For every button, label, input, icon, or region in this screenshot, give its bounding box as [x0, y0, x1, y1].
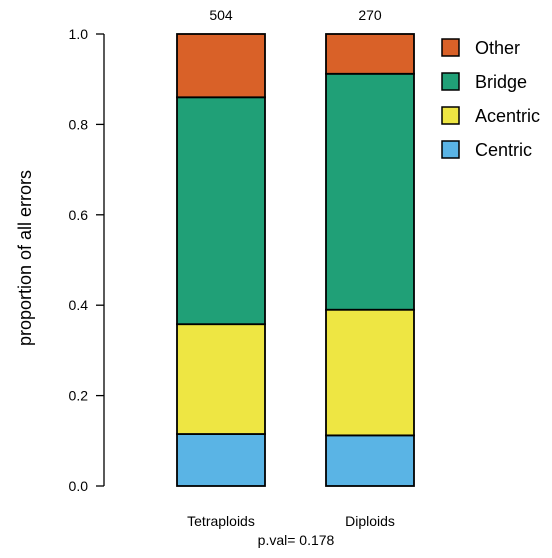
- count-label-tetraploids: 504: [209, 7, 233, 23]
- legend-label-acentric: Acentric: [475, 106, 540, 126]
- bar-segment-centric-tetraploids: [176, 433, 266, 487]
- bar-segment-bridge-diploids: [325, 72, 415, 311]
- legend-swatch-acentric: [441, 106, 460, 125]
- y-axis-label: proportion of all errors: [15, 170, 35, 346]
- y-tick-label: 0.0: [69, 478, 89, 494]
- category-label-tetraploids: Tetraploids: [187, 513, 255, 529]
- legend-swatch-bridge: [441, 72, 460, 91]
- bar-segment-bridge-tetraploids: [176, 96, 266, 326]
- y-tick-label: 0.4: [69, 297, 89, 313]
- category-labels: 504 Tetraploids 270 Diploids: [187, 7, 395, 529]
- y-tick-label: 0.6: [69, 207, 89, 223]
- bar-segment-acentric-tetraploids: [176, 323, 266, 435]
- y-axis: 0.0 0.2 0.4 0.6 0.8 1.0: [69, 26, 105, 494]
- bar-segment-centric-diploids: [325, 434, 415, 487]
- category-label-diploids: Diploids: [345, 513, 395, 529]
- legend-swatch-other: [441, 38, 460, 57]
- y-tick-label: 0.2: [69, 388, 89, 404]
- legend-label-centric: Centric: [475, 140, 532, 160]
- bar-segment-other-diploids: [325, 33, 415, 75]
- legend-label-bridge: Bridge: [475, 72, 527, 92]
- p-value-note: p.val= 0.178: [258, 532, 335, 548]
- y-tick-label: 1.0: [69, 26, 89, 42]
- legend-label-other: Other: [475, 38, 520, 58]
- bar-segment-other-tetraploids: [176, 33, 266, 99]
- legend-swatch-centric: [441, 140, 460, 159]
- legend: Other Bridge Acentric Centric: [441, 38, 540, 160]
- bar-segment-acentric-diploids: [325, 308, 415, 437]
- y-tick-label: 0.8: [69, 116, 89, 132]
- bars: [176, 33, 415, 487]
- count-label-diploids: 270: [358, 7, 382, 23]
